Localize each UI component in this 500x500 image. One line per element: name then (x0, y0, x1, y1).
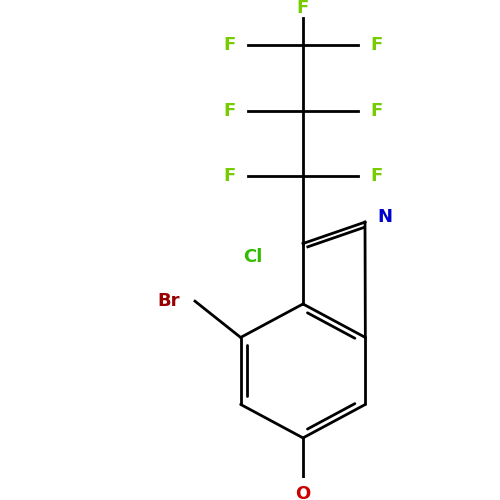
Text: F: F (297, 0, 309, 17)
Text: F: F (224, 36, 236, 54)
Text: F: F (370, 166, 382, 184)
Text: O: O (296, 484, 310, 500)
Text: N: N (377, 208, 392, 226)
Text: Br: Br (158, 292, 180, 310)
Text: F: F (224, 102, 236, 119)
Text: Cl: Cl (244, 248, 262, 266)
Text: F: F (370, 102, 382, 119)
Text: F: F (224, 166, 236, 184)
Text: F: F (370, 36, 382, 54)
